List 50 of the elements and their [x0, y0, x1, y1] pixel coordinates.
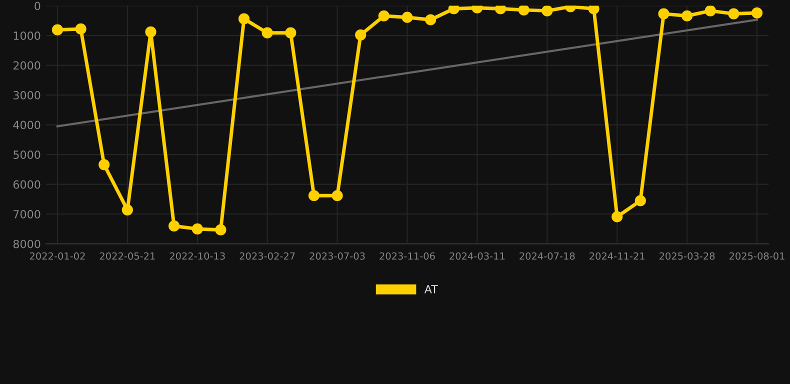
x-tick-label: 2023-11-06	[380, 252, 435, 260]
point	[728, 8, 740, 20]
x-tick-label: 2024-03-11	[450, 252, 505, 260]
point	[215, 224, 226, 236]
point	[168, 220, 180, 232]
point	[355, 29, 366, 40]
point	[402, 12, 413, 23]
y-tick-label: 0	[34, 2, 40, 10]
y-tick-label: 5000	[14, 150, 40, 159]
point	[122, 204, 133, 216]
x-tick-label: 2024-07-18	[520, 252, 575, 260]
y-tick-label: 2000	[13, 61, 40, 70]
point	[704, 6, 716, 16]
x-tick-label: 2025-03-28	[660, 252, 715, 260]
point	[75, 23, 86, 35]
point	[145, 26, 156, 38]
point	[518, 6, 530, 16]
point	[98, 159, 110, 170]
x-tick-label: 2025-08-01	[729, 252, 784, 260]
x-tick-label: 2023-07-03	[310, 252, 365, 260]
point	[332, 190, 343, 202]
x-tick-label: 2022-05-21	[100, 252, 155, 260]
point	[682, 10, 693, 22]
y-tick-label: 3000	[14, 91, 40, 100]
point	[262, 27, 273, 38]
y-tick-label: 4000	[13, 120, 40, 130]
y-tick-label: 8000	[13, 240, 40, 248]
point	[308, 190, 320, 202]
point	[542, 6, 553, 16]
point	[238, 13, 250, 24]
point	[494, 6, 506, 14]
x-tick-label: 2024-11-21	[590, 252, 644, 260]
point	[52, 24, 64, 36]
y-tick-label: 7000	[14, 210, 40, 218]
point	[448, 6, 460, 14]
point	[425, 14, 436, 26]
point	[751, 7, 763, 18]
point	[658, 8, 670, 20]
y-tick-label: 6000	[13, 180, 40, 189]
x-tick-label: 2023-02-27	[240, 252, 295, 260]
point	[634, 195, 646, 206]
point	[378, 10, 390, 22]
point	[588, 6, 600, 14]
y-tick-label: 1000	[14, 31, 40, 40]
legend-label: AT	[424, 285, 438, 294]
x-tick-label: 2022-10-13	[170, 252, 225, 260]
point	[192, 223, 203, 235]
x-tick-label: 2022-01-02	[30, 252, 85, 260]
point	[612, 211, 623, 222]
point	[285, 27, 296, 38]
